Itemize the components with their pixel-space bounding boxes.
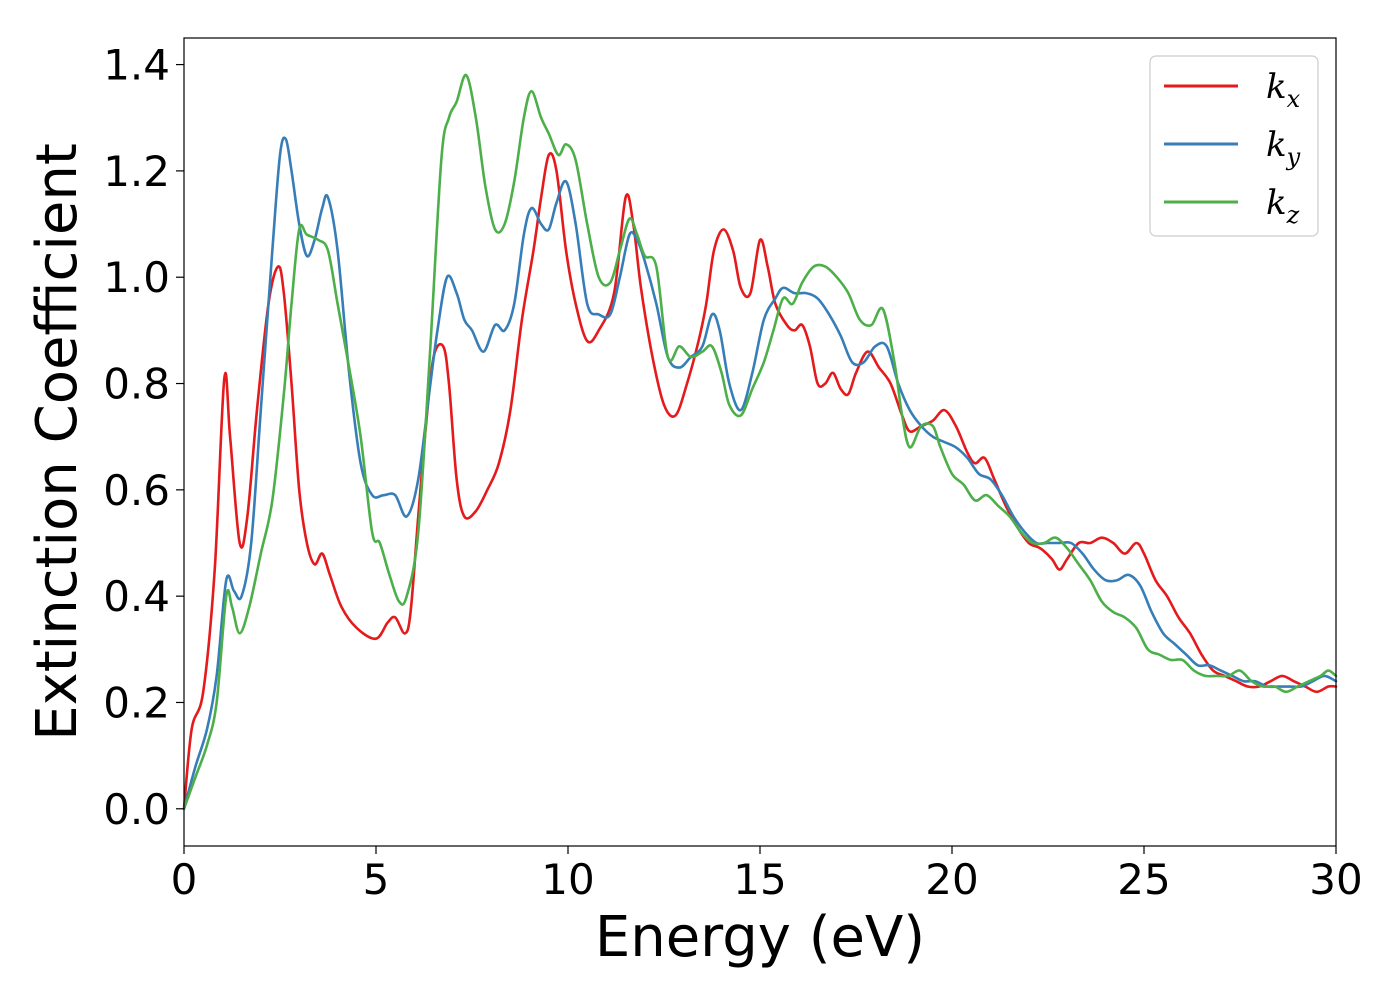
y-tick-label: 1.4 <box>103 41 170 90</box>
legend-label-k-x: kx <box>1266 67 1301 113</box>
y-tick-label: 1.0 <box>103 253 170 302</box>
x-tick-label: 10 <box>541 855 594 904</box>
y-axis: 0.0 0.2 0.4 0.6 0.8 1.0 1.2 1.4 <box>103 41 184 834</box>
y-axis-title: Extinction Coefficient <box>25 143 90 741</box>
y-tick-label: 0.6 <box>103 466 170 515</box>
y-tick-label: 0.2 <box>103 678 170 727</box>
legend-label-k-y: ky <box>1266 125 1301 171</box>
y-tick-label: 0.4 <box>103 572 170 621</box>
y-tick-label: 0.8 <box>103 360 170 409</box>
y-tick-label: 0.0 <box>103 785 170 834</box>
legend-label-base: k <box>1266 183 1287 223</box>
x-tick-label: 20 <box>925 855 978 904</box>
series-line-k-x <box>182 152 1338 811</box>
y-tick-label: 1.2 <box>103 147 170 196</box>
x-tick-label: 0 <box>171 855 198 904</box>
legend-label-subscript: z <box>1286 201 1300 229</box>
series-line-k-z <box>182 73 1338 811</box>
legend-label-k-z: kz <box>1266 183 1300 229</box>
x-tick-label: 25 <box>1117 855 1170 904</box>
series-layer <box>182 73 1338 811</box>
legend-label-base: k <box>1266 67 1287 107</box>
legend-box <box>1149 55 1319 237</box>
x-tick-label: 15 <box>733 855 786 904</box>
x-axis: 0 5 10 15 20 25 30 <box>171 846 1363 904</box>
series-line-k-y <box>182 136 1338 811</box>
legend-label-base: k <box>1266 125 1287 165</box>
x-axis-title: Energy (eV) <box>595 905 925 970</box>
x-tick-label: 5 <box>363 855 390 904</box>
x-tick-label: 30 <box>1309 855 1362 904</box>
legend-label-subscript: x <box>1287 85 1301 113</box>
plot-background <box>184 38 1336 846</box>
legend-label-subscript: y <box>1286 143 1301 171</box>
